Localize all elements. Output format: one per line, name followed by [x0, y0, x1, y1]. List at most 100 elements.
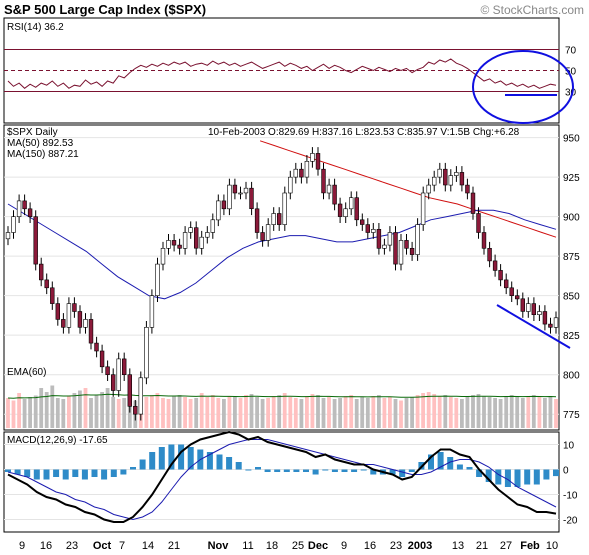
candle — [398, 234, 404, 271]
price-label: $SPX Daily — [7, 127, 58, 138]
candle-body — [205, 232, 210, 238]
rsi-tick: 30 — [565, 88, 577, 99]
candle — [454, 166, 459, 182]
price-tick: 925 — [563, 173, 580, 184]
candle-body — [343, 208, 348, 218]
candle — [288, 170, 293, 200]
candle-body — [33, 216, 38, 265]
volume-bar — [144, 397, 149, 428]
candle — [343, 202, 348, 223]
macd-histogram-bar — [360, 469, 367, 471]
volume-bar — [354, 399, 359, 428]
macd-signal-line — [7, 439, 557, 521]
rsi-tick: 70 — [565, 46, 577, 57]
volume-bar — [471, 395, 475, 428]
x-tick: 16 — [364, 540, 376, 552]
macd-histogram-bar — [274, 469, 281, 472]
volume-bar — [44, 392, 49, 428]
price-tick: 850 — [563, 292, 580, 303]
price-tick: 900 — [563, 213, 580, 224]
candlesticks — [5, 147, 559, 421]
candle — [354, 191, 359, 227]
volume-bar — [111, 397, 116, 428]
macd-histogram-bar — [206, 452, 213, 470]
macd-histogram-bar — [264, 469, 271, 472]
x-tick: 7 — [119, 540, 125, 552]
volume-bar — [476, 394, 481, 428]
macd-histogram-bar — [245, 469, 252, 471]
volume-bar — [443, 395, 448, 428]
candle-body — [310, 153, 315, 162]
downtrend-annotation-line — [496, 304, 571, 349]
candle-body — [44, 279, 49, 289]
volume-bar — [465, 396, 470, 428]
volume-bar — [293, 398, 298, 428]
rsi-annotation-circle — [472, 50, 574, 124]
candle-body — [122, 358, 127, 375]
macd-histogram-bar — [216, 454, 223, 470]
macd-histogram-bar — [226, 457, 233, 470]
candle-body — [420, 192, 426, 225]
candle — [111, 368, 116, 397]
candle — [326, 178, 332, 200]
candle-body — [542, 311, 548, 325]
price-tick: 950 — [563, 134, 580, 145]
candle-body — [514, 295, 520, 300]
volume-bar — [271, 396, 276, 428]
candle — [22, 194, 27, 216]
ma150-legend: MA(150) 887.21 — [7, 149, 79, 160]
candle-body — [260, 232, 265, 241]
macd-histogram-bar — [187, 447, 194, 470]
volume-bar — [89, 398, 93, 428]
macd-histogram-bar — [33, 469, 40, 480]
macd-histogram-bar — [437, 452, 444, 470]
candle — [149, 289, 155, 334]
candle — [27, 202, 33, 223]
price-frame — [3, 124, 560, 431]
candle — [227, 178, 232, 216]
ma50-line — [7, 203, 557, 300]
volume-bar — [78, 390, 82, 428]
candle — [116, 352, 121, 397]
candle — [359, 213, 365, 231]
candle-body — [304, 161, 310, 178]
candle-body — [199, 236, 204, 249]
macd-histogram-bar — [139, 459, 146, 470]
volume-bar — [504, 396, 509, 428]
macd-label: MACD(12,26,9) -17.65 — [7, 435, 108, 446]
candle — [387, 226, 393, 252]
ma50-legend: MA(50) 892.53 — [7, 138, 74, 149]
volume-bar — [371, 396, 376, 428]
volume-bar — [338, 398, 342, 428]
candle-body — [359, 219, 365, 225]
x-tick: 21 — [476, 540, 488, 552]
candle-body — [5, 232, 11, 240]
volume-bar — [238, 398, 243, 428]
x-tick: 23 — [390, 540, 402, 552]
price-panel: 950 925 900 875 850 825 800 775 $SPX Daily 10-F… — [3, 124, 580, 431]
x-tick: 9 — [19, 540, 25, 552]
candle — [371, 223, 376, 239]
candle-body — [553, 317, 559, 328]
volume-bar — [17, 393, 21, 428]
volume-bar — [244, 395, 248, 428]
x-tick: 23 — [66, 540, 78, 552]
macd-histogram-bar — [428, 454, 434, 470]
macd-histogram-bar — [485, 469, 492, 482]
candle — [127, 368, 133, 413]
candle — [160, 241, 166, 271]
volume-bar — [531, 395, 536, 428]
candle — [155, 257, 160, 302]
candle-body — [88, 319, 94, 344]
candle — [420, 186, 426, 231]
candle-body — [232, 184, 238, 194]
candle-body — [393, 232, 398, 265]
candle-body — [448, 175, 453, 186]
volume-bar — [448, 397, 453, 428]
rsi-label: RSI(14) 36.2 — [7, 22, 64, 33]
volume-bar — [404, 398, 409, 428]
candle — [238, 186, 243, 200]
ma150-line — [259, 140, 557, 238]
candle-body — [138, 377, 143, 415]
candle-body — [149, 295, 155, 328]
